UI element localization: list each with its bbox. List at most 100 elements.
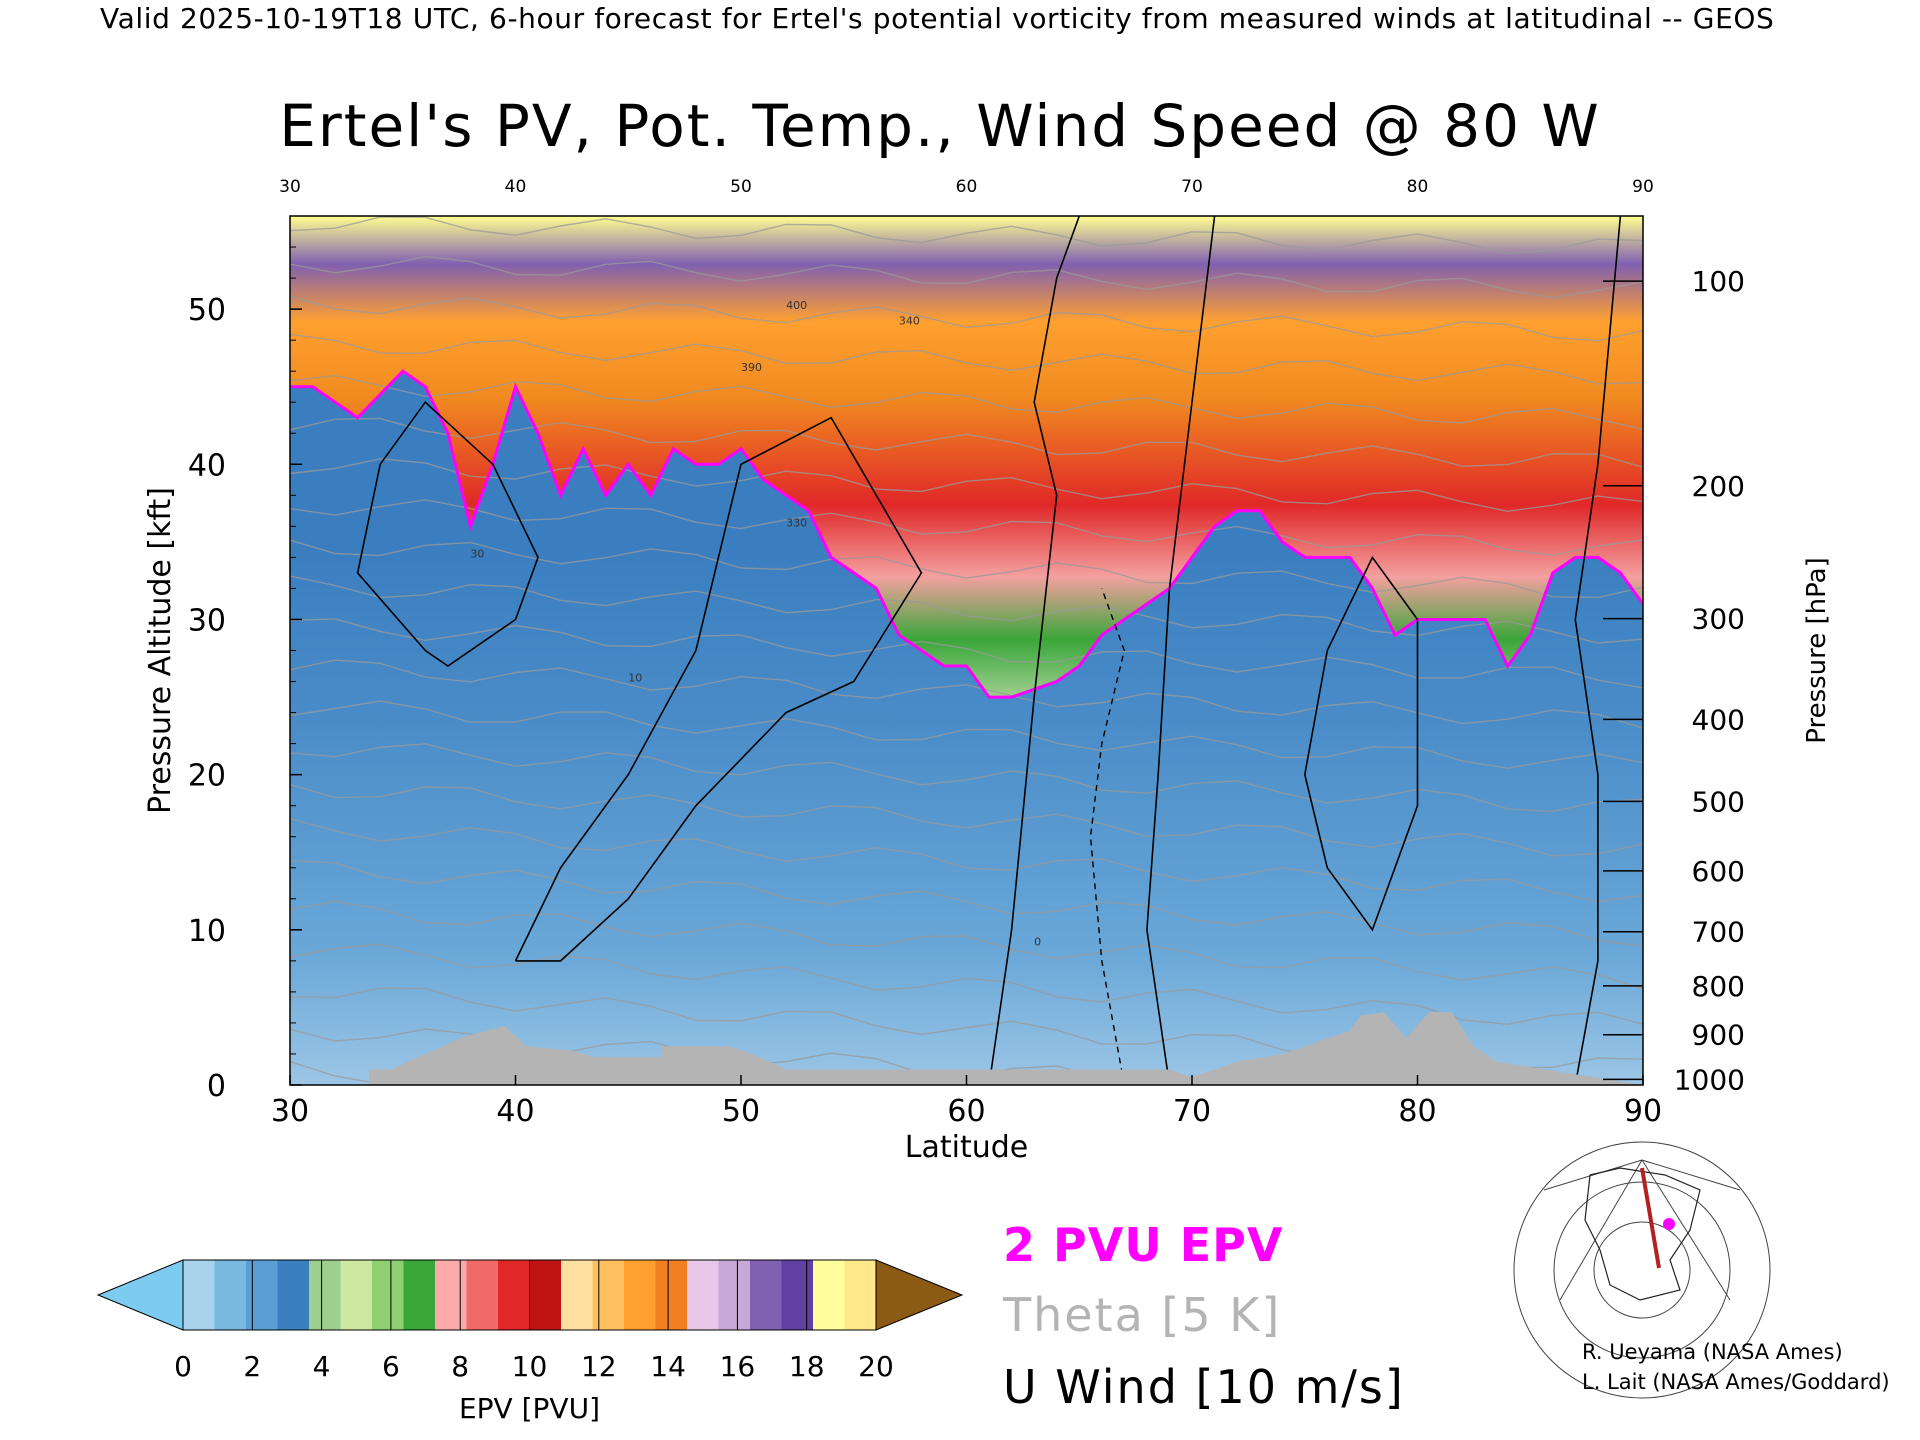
y-tick-label: 20	[188, 759, 226, 794]
pressure-tick-label: 400	[1692, 703, 1745, 736]
colorbar: 0 2 4 6 8 10 12 14 16 18 20 EPV [PVU]	[96, 1259, 964, 1425]
valid-line: Valid 2025-10-19T18 UTC, 6-hour forecast…	[100, 2, 1775, 35]
colorbar-segment	[498, 1260, 531, 1330]
credit-line-1: R. Ueyama (NASA Ames)	[1582, 1340, 1843, 1364]
colorbar-segment	[561, 1260, 594, 1330]
colorbar-tick-label: 6	[382, 1350, 400, 1383]
colorbar-segment	[750, 1260, 783, 1330]
x-top-tick-label: 60	[956, 177, 978, 197]
pressure-tick-label: 200	[1692, 470, 1745, 503]
colorbar-segment	[372, 1260, 405, 1330]
theta-contour	[290, 458, 1643, 513]
colorbar-tick-label: 18	[789, 1350, 825, 1383]
colorbar-tick-label: 16	[720, 1350, 756, 1383]
wind-contour-negative	[1089, 588, 1126, 1085]
y-right-axis-label: Pressure [hPa]	[1802, 557, 1832, 744]
wind-contour	[1146, 216, 1216, 1085]
legend-uwind: U Wind [10 m/s]	[1003, 1360, 1405, 1414]
x-top-tick-label: 70	[1181, 177, 1203, 197]
theta-contour	[290, 817, 1643, 903]
pressure-tick-label: 1000	[1674, 1063, 1745, 1096]
theta-contour	[290, 943, 1643, 1026]
theta-contour	[290, 860, 1643, 947]
theta-contour	[290, 499, 1643, 556]
colorbar-segment	[183, 1260, 216, 1330]
colorbar-segment	[718, 1260, 751, 1330]
contour-label: 0	[1034, 935, 1041, 948]
colorbar-segment	[277, 1260, 310, 1330]
colorbar-segment	[624, 1260, 657, 1330]
colorbar-segment	[309, 1260, 342, 1330]
wind-contour	[988, 216, 1081, 1085]
colorbar-segment	[655, 1260, 688, 1330]
colorbar-tick-label: 8	[451, 1350, 469, 1383]
x-top-tick-label: 50	[730, 177, 752, 197]
map-meridian	[1559, 1159, 1643, 1301]
credit-line-2: L. Lait (NASA Ames/Goddard)	[1582, 1370, 1890, 1394]
contour-label: 400	[786, 299, 807, 312]
contour-label: 30	[470, 547, 484, 560]
map-track	[1640, 1167, 1661, 1269]
y-tick-label: 50	[188, 293, 226, 328]
map-graticule	[1593, 1221, 1691, 1319]
map-meridian	[1641, 1159, 1731, 1301]
colorbar-tick-label: 12	[581, 1350, 617, 1383]
pressure-tick-label: 900	[1692, 1019, 1745, 1052]
map-coastline	[1584, 1167, 1701, 1301]
locator-map	[1513, 1141, 1771, 1399]
colorbar-segment	[214, 1260, 247, 1330]
pv-field: 0 10 30 330 340 390 400	[290, 216, 1643, 1085]
x-tick-label: 70	[1173, 1094, 1211, 1129]
stratosphere-field	[290, 216, 1643, 698]
colorbar-segment	[813, 1260, 846, 1330]
theta-contour	[290, 417, 1643, 468]
x-tick-label: 80	[1398, 1094, 1436, 1129]
x-tick-label: 90	[1624, 1094, 1662, 1129]
wind-contour	[1574, 216, 1622, 1085]
wind-contour	[356, 401, 539, 667]
colorbar-segment	[529, 1260, 562, 1330]
colorbar-segment	[246, 1260, 279, 1330]
contour-label: 340	[899, 315, 920, 328]
pressure-tick-label: 700	[1692, 916, 1745, 949]
pressure-tick-label: 100	[1692, 265, 1745, 298]
colorbar-tick-label: 14	[650, 1350, 686, 1383]
legend-pv: 2 PVU EPV	[1003, 1218, 1284, 1272]
colorbar-tick-label: 2	[243, 1350, 261, 1383]
colorbar-segment	[435, 1260, 468, 1330]
theta-contour	[290, 333, 1643, 385]
x-top-tick-label: 40	[505, 177, 527, 197]
chart-title: Ertel's PV, Pot. Temp., Wind Speed @ 80 …	[279, 92, 1601, 160]
colorbar-segment	[340, 1260, 373, 1330]
contour-label: 10	[628, 672, 642, 685]
x-tick-label: 50	[722, 1094, 760, 1129]
theta-contour	[290, 900, 1643, 990]
x-top-tick-label: 80	[1407, 177, 1429, 197]
colorbar-segment	[781, 1260, 814, 1330]
colorbar-tick-label: 10	[512, 1350, 548, 1383]
theta-contour	[290, 255, 1643, 299]
map-graticule	[1513, 1141, 1771, 1399]
theta-contour	[290, 295, 1643, 342]
x-tick-label: 30	[271, 1094, 309, 1129]
theta-contour	[290, 216, 1643, 255]
y-tick-label: 40	[188, 448, 226, 483]
colorbar-over-arrow	[875, 1259, 964, 1331]
colorbar-segment	[403, 1260, 436, 1330]
colorbar-tick-label: 20	[858, 1350, 894, 1383]
contour-label: 330	[786, 516, 807, 529]
map-graticule	[1553, 1181, 1731, 1359]
map-meridian	[1543, 1159, 1643, 1191]
colorbar-segment	[844, 1260, 877, 1330]
x-tick-label: 60	[947, 1094, 985, 1129]
x-top-tick-label: 30	[279, 177, 301, 197]
x-axis-label: Latitude	[905, 1130, 1028, 1165]
y-axis-label: Pressure Altitude [kft]	[143, 487, 178, 814]
colorbar-segment	[466, 1260, 499, 1330]
pressure-tick-label: 600	[1692, 855, 1745, 888]
colorbar-segment	[687, 1260, 720, 1330]
x-tick-label: 40	[496, 1094, 534, 1129]
pressure-tick-label: 300	[1692, 603, 1745, 636]
